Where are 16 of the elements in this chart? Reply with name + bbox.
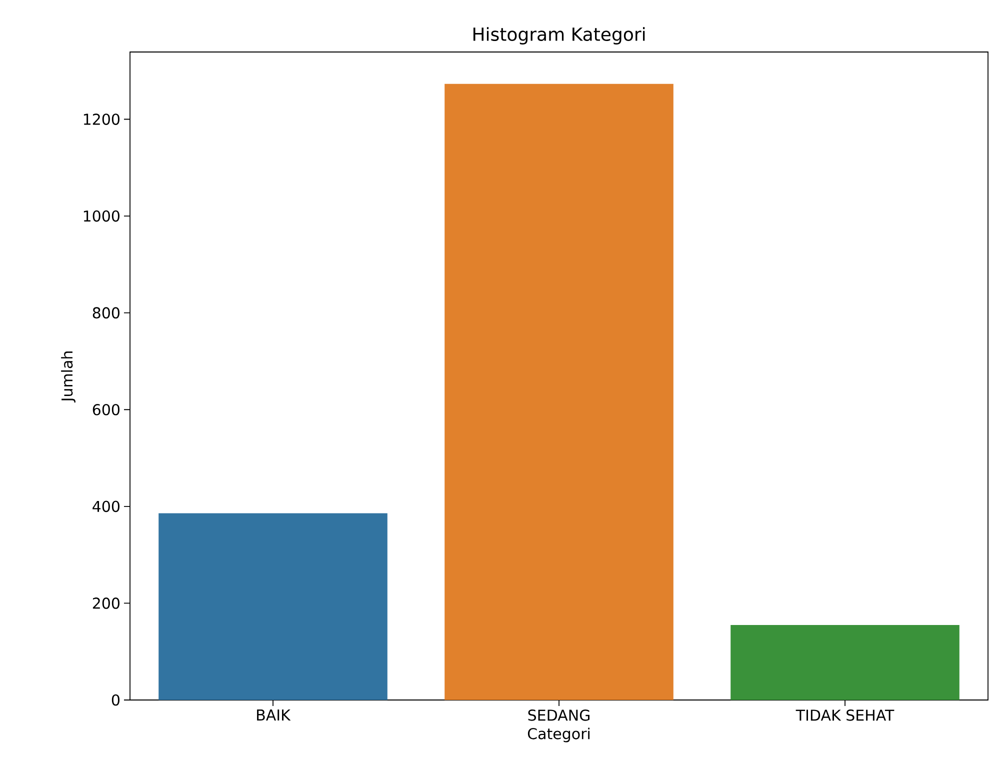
y-tick-label: 1200: [84, 114, 120, 125]
y-tick-label: 1000: [84, 210, 120, 222]
bar: [730, 624, 960, 700]
chart-title: Histogram Kategori: [473, 27, 645, 44]
x-tick-label: TIDAK SEHAT: [796, 710, 894, 721]
y-tick-label: 600: [92, 404, 120, 416]
y-tick-label: 200: [92, 598, 120, 609]
bar: [444, 84, 674, 700]
bar: [158, 513, 388, 700]
y-tick-label: 0: [112, 694, 120, 706]
y-axis-title: Jumlah: [61, 352, 76, 402]
y-tick-label: 400: [92, 500, 120, 512]
y-tick-label: 800: [92, 307, 120, 319]
x-tick-label: BAIK: [257, 710, 291, 720]
x-tick-label: SEDANG: [528, 710, 590, 721]
x-axis-title: Categori: [528, 728, 590, 742]
